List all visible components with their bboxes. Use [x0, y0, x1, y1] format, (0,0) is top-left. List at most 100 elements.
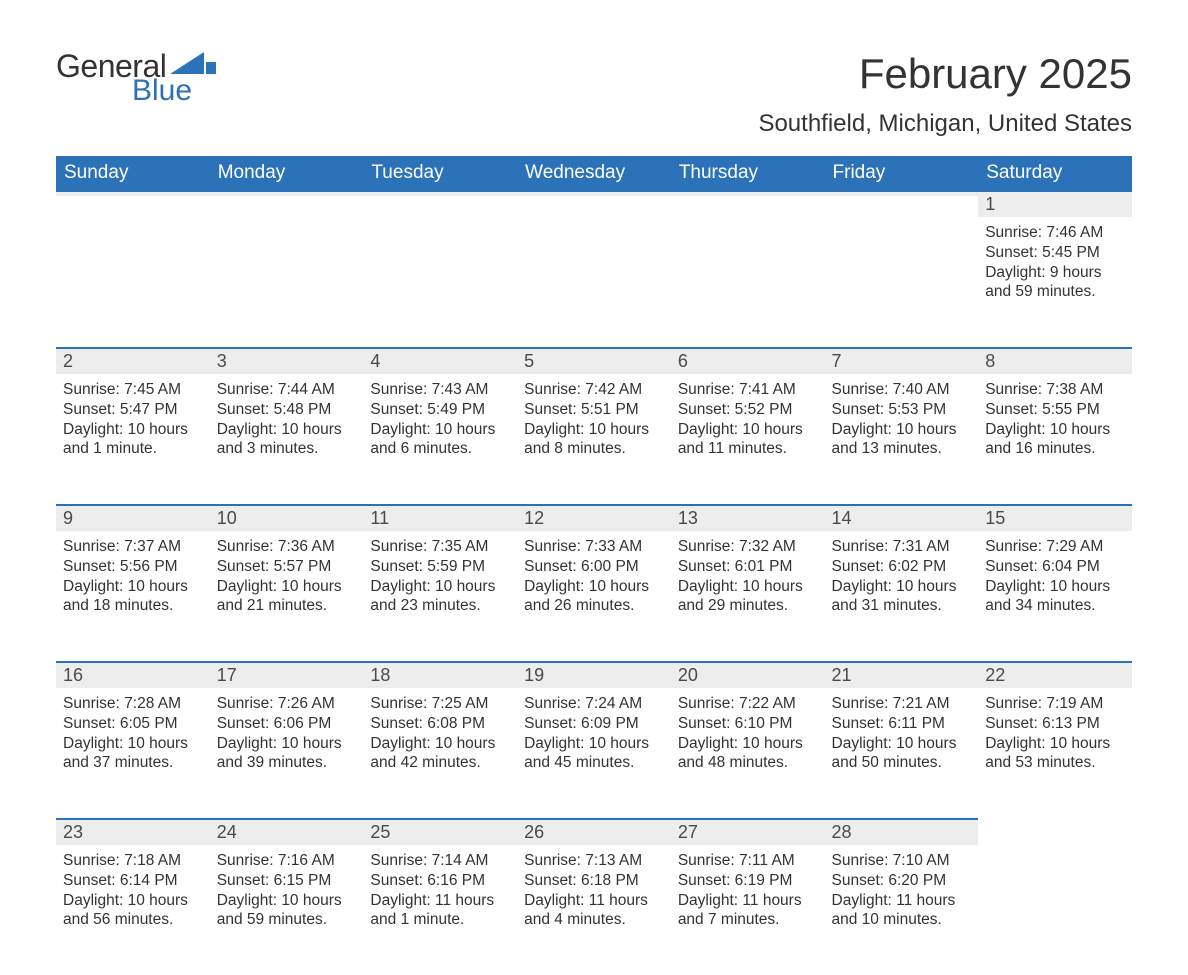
day-cell: Sunrise: 7:14 AMSunset: 6:16 PMDaylight:… [363, 845, 517, 944]
day-number: 1 [978, 190, 1132, 217]
day-number: 14 [825, 504, 979, 531]
brand-word-2: Blue [132, 76, 192, 106]
day-number: 15 [978, 504, 1132, 531]
sunrise-text: Sunrise: 7:32 AM [678, 537, 818, 557]
week-daynum-row: 1 [56, 190, 1132, 217]
daylight-text: Daylight: 10 hours and 37 minutes. [63, 734, 203, 774]
day-cell [56, 217, 210, 307]
day-cell: Sunrise: 7:21 AMSunset: 6:11 PMDaylight:… [825, 688, 979, 787]
sunset-text: Sunset: 6:13 PM [985, 714, 1125, 734]
sunset-text: Sunset: 6:09 PM [524, 714, 664, 734]
daylight-text: Daylight: 11 hours and 1 minute. [370, 891, 510, 931]
day-cell: Sunrise: 7:36 AMSunset: 5:57 PMDaylight:… [210, 531, 364, 630]
day-cell: Sunrise: 7:18 AMSunset: 6:14 PMDaylight:… [56, 845, 210, 944]
daylight-text: Daylight: 10 hours and 11 minutes. [678, 420, 818, 460]
sunrise-text: Sunrise: 7:45 AM [63, 380, 203, 400]
daylight-text: Daylight: 10 hours and 16 minutes. [985, 420, 1125, 460]
sunrise-text: Sunrise: 7:19 AM [985, 694, 1125, 714]
sunrise-text: Sunrise: 7:13 AM [524, 851, 664, 871]
week-content-row: Sunrise: 7:28 AMSunset: 6:05 PMDaylight:… [56, 688, 1132, 818]
sunrise-text: Sunrise: 7:42 AM [524, 380, 664, 400]
day-number: 4 [363, 347, 517, 374]
sunset-text: Sunset: 6:11 PM [832, 714, 972, 734]
daylight-text: Daylight: 10 hours and 56 minutes. [63, 891, 203, 931]
day-number [517, 190, 671, 196]
daylight-text: Daylight: 11 hours and 10 minutes. [832, 891, 972, 931]
day-cell: Sunrise: 7:40 AMSunset: 5:53 PMDaylight:… [825, 374, 979, 473]
day-cell [978, 845, 1132, 935]
daylight-text: Daylight: 10 hours and 6 minutes. [370, 420, 510, 460]
sunset-text: Sunset: 6:00 PM [524, 557, 664, 577]
daylight-text: Daylight: 10 hours and 23 minutes. [370, 577, 510, 617]
day-cell [825, 217, 979, 307]
sunset-text: Sunset: 5:47 PM [63, 400, 203, 420]
day-cell: Sunrise: 7:19 AMSunset: 6:13 PMDaylight:… [978, 688, 1132, 787]
day-number: 21 [825, 661, 979, 688]
day-number [363, 190, 517, 196]
sunset-text: Sunset: 5:55 PM [985, 400, 1125, 420]
page-header: General Blue February 2025 Southfield, M… [56, 50, 1132, 138]
daylight-text: Daylight: 10 hours and 8 minutes. [524, 420, 664, 460]
week-content-row: Sunrise: 7:18 AMSunset: 6:14 PMDaylight:… [56, 845, 1132, 975]
day-number [978, 818, 1132, 822]
day-number: 28 [825, 818, 979, 845]
brand-logo: General Blue [56, 50, 216, 106]
daylight-text: Daylight: 11 hours and 4 minutes. [524, 891, 664, 931]
day-number: 8 [978, 347, 1132, 374]
sunset-text: Sunset: 6:04 PM [985, 557, 1125, 577]
sunset-text: Sunset: 6:15 PM [217, 871, 357, 891]
day-cell [210, 217, 364, 307]
sunrise-text: Sunrise: 7:31 AM [832, 537, 972, 557]
sunrise-text: Sunrise: 7:14 AM [370, 851, 510, 871]
sunrise-text: Sunrise: 7:16 AM [217, 851, 357, 871]
day-cell: Sunrise: 7:10 AMSunset: 6:20 PMDaylight:… [825, 845, 979, 944]
sunset-text: Sunset: 6:10 PM [678, 714, 818, 734]
sunset-text: Sunset: 5:45 PM [985, 243, 1125, 263]
weekday-header: Tuesday [363, 156, 517, 190]
day-cell: Sunrise: 7:41 AMSunset: 5:52 PMDaylight:… [671, 374, 825, 473]
weekday-header: Sunday [56, 156, 210, 190]
sunrise-text: Sunrise: 7:22 AM [678, 694, 818, 714]
week-content-row: Sunrise: 7:45 AMSunset: 5:47 PMDaylight:… [56, 374, 1132, 504]
day-number: 25 [363, 818, 517, 845]
day-cell: Sunrise: 7:38 AMSunset: 5:55 PMDaylight:… [978, 374, 1132, 473]
calendar-table: Sunday Monday Tuesday Wednesday Thursday… [56, 156, 1132, 975]
sunrise-text: Sunrise: 7:29 AM [985, 537, 1125, 557]
sunrise-text: Sunrise: 7:24 AM [524, 694, 664, 714]
day-number: 26 [517, 818, 671, 845]
daylight-text: Daylight: 10 hours and 29 minutes. [678, 577, 818, 617]
daylight-text: Daylight: 10 hours and 1 minute. [63, 420, 203, 460]
week-content-row: Sunrise: 7:46 AMSunset: 5:45 PMDaylight:… [56, 217, 1132, 347]
sunrise-text: Sunrise: 7:37 AM [63, 537, 203, 557]
sunset-text: Sunset: 5:49 PM [370, 400, 510, 420]
day-cell: Sunrise: 7:29 AMSunset: 6:04 PMDaylight:… [978, 531, 1132, 630]
daylight-text: Daylight: 10 hours and 59 minutes. [217, 891, 357, 931]
daylight-text: Daylight: 10 hours and 18 minutes. [63, 577, 203, 617]
day-number [56, 190, 210, 196]
sunset-text: Sunset: 6:14 PM [63, 871, 203, 891]
sunset-text: Sunset: 5:51 PM [524, 400, 664, 420]
sunrise-text: Sunrise: 7:35 AM [370, 537, 510, 557]
day-number: 6 [671, 347, 825, 374]
sunrise-text: Sunrise: 7:33 AM [524, 537, 664, 557]
sunset-text: Sunset: 6:08 PM [370, 714, 510, 734]
sunrise-text: Sunrise: 7:46 AM [985, 223, 1125, 243]
day-number: 10 [210, 504, 364, 531]
week-content-row: Sunrise: 7:37 AMSunset: 5:56 PMDaylight:… [56, 531, 1132, 661]
daylight-text: Daylight: 11 hours and 7 minutes. [678, 891, 818, 931]
day-cell [517, 217, 671, 307]
day-cell: Sunrise: 7:37 AMSunset: 5:56 PMDaylight:… [56, 531, 210, 630]
day-cell: Sunrise: 7:11 AMSunset: 6:19 PMDaylight:… [671, 845, 825, 944]
sunset-text: Sunset: 6:18 PM [524, 871, 664, 891]
daylight-text: Daylight: 10 hours and 53 minutes. [985, 734, 1125, 774]
day-number: 24 [210, 818, 364, 845]
sunrise-text: Sunrise: 7:18 AM [63, 851, 203, 871]
sunset-text: Sunset: 5:57 PM [217, 557, 357, 577]
month-title: February 2025 [758, 50, 1132, 98]
day-number: 22 [978, 661, 1132, 688]
daylight-text: Daylight: 9 hours and 59 minutes. [985, 263, 1125, 303]
day-number: 23 [56, 818, 210, 845]
day-cell [671, 217, 825, 307]
day-number: 3 [210, 347, 364, 374]
day-number: 18 [363, 661, 517, 688]
